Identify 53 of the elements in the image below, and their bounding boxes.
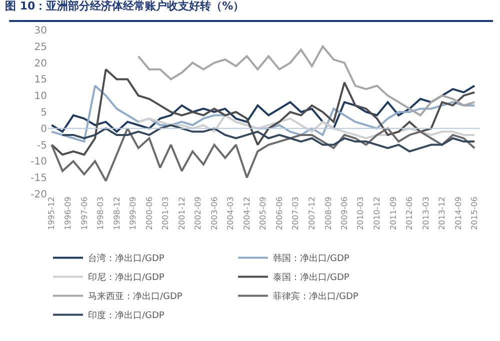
y-tick-label: -5	[37, 140, 47, 152]
x-tick-label: 2013-03	[421, 196, 430, 230]
x-tick-label: 2007-03	[291, 196, 300, 230]
y-tick-label: 20	[34, 58, 47, 70]
y-tick-label: 25	[34, 42, 47, 53]
chart-title: 图 10：亚洲部分经济体经常账户收支好转（%）	[5, 0, 244, 12]
x-tick-label: 1998-03	[96, 196, 105, 230]
legend-label: 马来西亚：净出口/GDP	[88, 291, 183, 302]
legend-label: 菲律宾：净出口/GDP	[273, 291, 359, 302]
line-series	[50, 68, 476, 156]
legend-label: 泰国：净出口/GDP	[273, 272, 350, 284]
line-series	[50, 127, 476, 182]
legend-label: 印度：净出口/GDP	[88, 310, 165, 322]
x-tick-label: 2015-06	[470, 196, 480, 230]
x-tick-label: 2001-12	[177, 196, 186, 230]
x-tick-label: 1999-09	[128, 196, 138, 230]
x-tick-label: 2008-09	[324, 196, 333, 230]
x-tick-label: 2005-09	[258, 196, 268, 230]
x-tick-label: 2003-06	[210, 196, 219, 230]
y-tick-label: 0	[40, 124, 47, 135]
x-tick-label: 2010-03	[356, 196, 366, 230]
x-tick-label: 2014-09	[454, 196, 463, 230]
x-tick-label: 2007-12	[307, 196, 316, 230]
y-tick-label: -15	[30, 173, 47, 184]
x-tick-label: 2004-03	[226, 196, 236, 230]
x-tick-label: 1998-12	[112, 196, 122, 230]
x-tick-label: 2006-06	[274, 196, 284, 230]
x-tick-label: 2012-06	[405, 196, 414, 230]
x-tick-label: 2009-06	[340, 196, 350, 230]
y-tick-label: 5	[40, 108, 47, 118]
line-series	[61, 124, 476, 152]
legend-label: 台湾：净出口/GDP	[88, 253, 165, 264]
y-tick-label: 15	[34, 74, 47, 86]
x-tick-label: 2011-09	[388, 196, 398, 230]
x-tick-label: 1996-09	[64, 196, 73, 230]
legend-label: 韩国：净出口/GDP	[273, 253, 350, 264]
x-tick-label: 1995-12	[47, 196, 56, 230]
y-tick-label: -20	[30, 190, 47, 200]
y-tick-label: 10	[34, 91, 47, 102]
x-tick-label: 2002-09	[194, 196, 203, 230]
legend-label: 印尼：净出口/GDP	[88, 272, 165, 284]
x-tick-label: 2004-12	[242, 196, 252, 230]
x-tick-label: 2010-12	[372, 196, 382, 230]
x-tick-label: 2000-06	[144, 196, 154, 230]
line-series	[50, 84, 476, 133]
x-tick-label: 2001-03	[161, 196, 170, 230]
y-tick-label: -10	[30, 156, 47, 168]
line-series	[137, 45, 476, 116]
x-tick-label: 1997-06	[80, 196, 89, 230]
y-tick-label: 30	[34, 26, 47, 36]
line-series	[137, 114, 476, 140]
x-tick-label: 2013-12	[438, 196, 447, 230]
line-series	[50, 84, 476, 143]
